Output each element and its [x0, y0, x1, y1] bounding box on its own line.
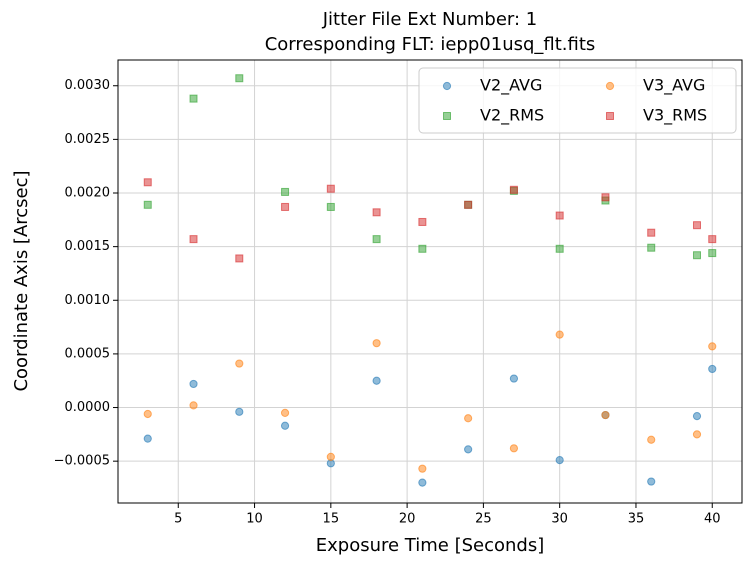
- point: [372, 339, 381, 348]
- point: [372, 208, 381, 217]
- point: [280, 421, 290, 430]
- point: [235, 254, 244, 263]
- y-tick-label: 0.0025: [65, 132, 111, 147]
- y-tick-label: 0.0010: [65, 293, 111, 308]
- x-tick-label: 30: [551, 512, 568, 527]
- point: [418, 244, 427, 253]
- legend-label: V3_RMS: [643, 106, 707, 126]
- point: [235, 74, 244, 83]
- point: [509, 185, 518, 194]
- point: [326, 452, 335, 461]
- point: [601, 193, 610, 202]
- legend-marker: [442, 81, 452, 91]
- legend-marker: [606, 112, 614, 120]
- point: [280, 408, 290, 417]
- point: [418, 478, 427, 487]
- point: [372, 376, 381, 385]
- point: [708, 364, 717, 374]
- point: [601, 410, 610, 420]
- point: [708, 249, 717, 258]
- point: [326, 184, 335, 193]
- x-tick-label: 40: [704, 512, 721, 527]
- point: [692, 430, 702, 439]
- point: [189, 401, 198, 410]
- x-tick-label: 5: [174, 512, 182, 527]
- point: [692, 412, 702, 421]
- x-tick-label: 25: [475, 512, 492, 527]
- point: [281, 202, 290, 211]
- point: [708, 342, 717, 351]
- point: [509, 374, 519, 383]
- y-tick-label: 0.0015: [65, 239, 111, 254]
- point: [647, 477, 656, 486]
- point: [647, 243, 656, 252]
- legend-label: V2_AVG: [480, 76, 542, 96]
- y-tick-label: 0.0030: [65, 78, 111, 93]
- point: [372, 235, 381, 244]
- point: [418, 217, 427, 226]
- point: [281, 187, 290, 196]
- x-tick-label: 35: [628, 512, 645, 527]
- point: [647, 228, 656, 237]
- point: [708, 235, 717, 244]
- point: [189, 235, 198, 244]
- legend-label: V2_RMS: [480, 106, 544, 126]
- point: [555, 455, 564, 465]
- legend-label: V3_AVG: [643, 76, 705, 96]
- point: [555, 211, 564, 220]
- y-tick-label: −0.0005: [54, 454, 110, 469]
- chart-subtitle: Corresponding FLT: iepp01usq_flt.fits: [265, 34, 596, 55]
- point: [143, 178, 152, 187]
- point: [509, 444, 519, 453]
- point: [235, 359, 244, 368]
- point: [555, 330, 564, 339]
- point: [692, 251, 701, 260]
- point: [464, 445, 473, 454]
- y-axis-label: Coordinate Axis [Arcsec]: [11, 170, 32, 391]
- plot-frame: [117, 59, 743, 504]
- legend-marker: [443, 112, 451, 120]
- point: [143, 409, 152, 419]
- point: [555, 244, 564, 253]
- legend-marker: [605, 81, 615, 91]
- point: [143, 434, 152, 443]
- x-axis-label: Exposure Time [Seconds]: [316, 535, 545, 556]
- y-tick-label: 0.0020: [65, 186, 111, 201]
- point: [143, 200, 152, 209]
- point: [189, 94, 198, 103]
- point: [464, 414, 473, 423]
- point: [464, 200, 473, 209]
- chart-title: Jitter File Ext Number: 1: [322, 9, 538, 30]
- point: [692, 221, 701, 230]
- y-tick-label: 0.0000: [65, 400, 111, 415]
- point: [647, 435, 656, 444]
- legend-frame: [418, 67, 737, 134]
- point: [326, 202, 335, 211]
- x-tick-label: 15: [323, 512, 340, 527]
- x-tick-label: 20: [399, 512, 416, 527]
- point: [235, 407, 244, 416]
- y-tick-label: 0.0005: [65, 346, 111, 361]
- point: [189, 379, 198, 389]
- point: [418, 464, 427, 473]
- x-tick-label: 10: [246, 512, 263, 527]
